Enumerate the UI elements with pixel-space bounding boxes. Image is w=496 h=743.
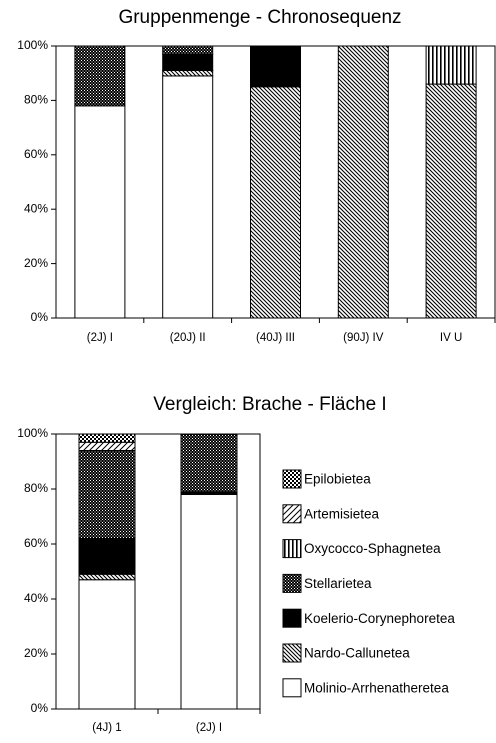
legend-label: Molinio-Arrhenatheretea	[304, 680, 449, 695]
chart-title: Vergleich: Brache - Fläche I	[153, 394, 386, 415]
bar-segment	[74, 45, 126, 107]
legend-label: Koelerio-Corynephoretea	[304, 611, 455, 626]
bar-segment	[425, 45, 477, 85]
x-tick-label: (20J) II	[170, 332, 206, 344]
legend-swatch	[282, 643, 302, 663]
y-tick-label: 100%	[17, 426, 48, 440]
x-tick-label: (40J) III	[256, 332, 295, 344]
legend-swatch	[282, 539, 302, 559]
y-tick-label: 40%	[24, 591, 48, 605]
y-tick-label: 0%	[31, 310, 49, 324]
y-tick-label: 20%	[24, 646, 48, 660]
x-tick-label: (2J) I	[196, 722, 222, 734]
bar-segment	[78, 450, 136, 539]
y-tick-label: 80%	[24, 93, 48, 107]
bar-segment	[180, 433, 238, 493]
legend-label: Epilobietea	[304, 472, 371, 487]
y-tick-label: 20%	[24, 256, 48, 270]
bar-segment	[78, 573, 136, 581]
bar-segment	[78, 538, 136, 575]
legend-label: Stellarietea	[304, 576, 372, 591]
legend-label: Nardo-Callunetea	[304, 646, 410, 661]
legend-swatch	[282, 504, 302, 524]
x-tick-label: (90J) IV	[343, 332, 384, 344]
y-tick-label: 40%	[24, 201, 48, 215]
bar-segment	[78, 441, 136, 451]
legend-label: Oxycocco-Sphagnetea	[304, 541, 441, 556]
legend-label: Artemisietea	[304, 506, 380, 521]
x-tick-label: IV U	[440, 332, 462, 344]
bar-segment	[162, 53, 214, 71]
y-tick-label: 60%	[24, 536, 48, 550]
bar-segment	[162, 69, 214, 77]
bar-segment	[337, 45, 389, 319]
bar-segment	[162, 45, 214, 55]
legend-swatch	[282, 573, 302, 593]
legend-swatch	[282, 678, 302, 698]
bar-segment	[425, 83, 477, 319]
bar-segment	[250, 86, 301, 319]
legend-swatch	[282, 608, 302, 628]
y-tick-label: 60%	[24, 147, 48, 161]
y-tick-label: 0%	[31, 701, 49, 715]
bar-segment	[250, 45, 301, 88]
legend-swatch	[282, 469, 302, 489]
y-tick-label: 100%	[17, 38, 48, 52]
bar-segment	[180, 494, 238, 710]
x-tick-label: (2J) I	[87, 332, 113, 344]
chart-title: Gruppenmenge - Chronosequenz	[118, 7, 401, 28]
bar-segment	[78, 433, 136, 443]
bar-segment	[162, 75, 214, 319]
x-tick-label: (4J) 1	[92, 722, 121, 734]
bar-segment	[74, 105, 126, 319]
bar-segment	[78, 579, 136, 710]
y-tick-label: 80%	[24, 481, 48, 495]
